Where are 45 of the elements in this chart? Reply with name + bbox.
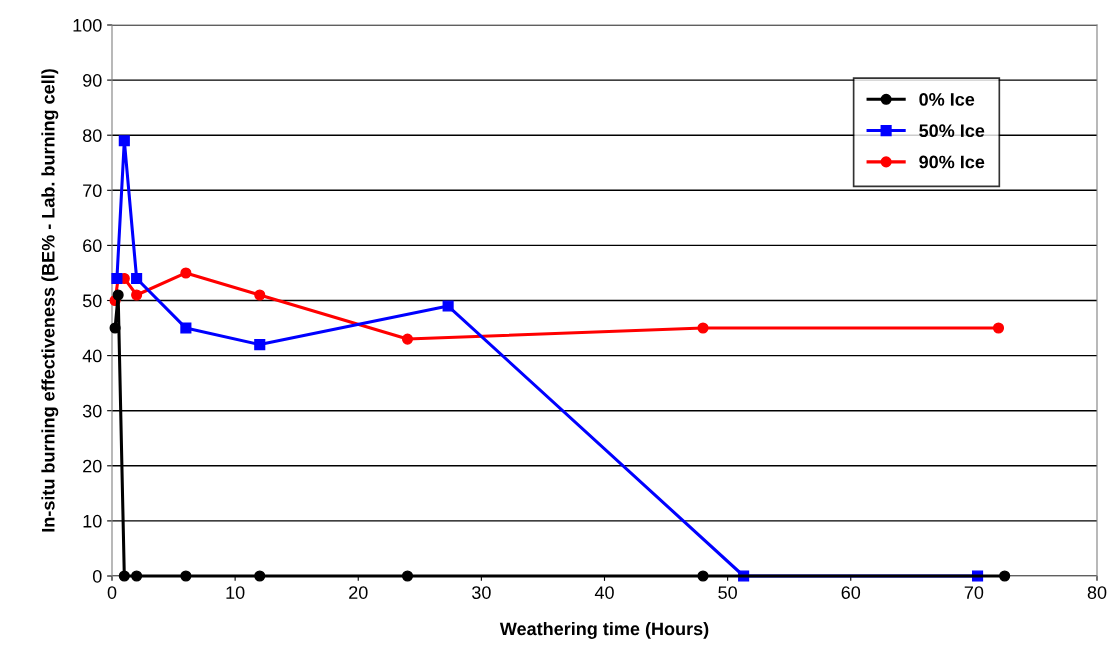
point bbox=[442, 300, 454, 312]
y-tick-label: 40 bbox=[82, 349, 102, 363]
legend-label: 50% Ice bbox=[919, 124, 985, 138]
y-tick-label: 70 bbox=[83, 184, 102, 198]
x-tick-label: 70 bbox=[964, 586, 984, 599]
point bbox=[401, 333, 414, 345]
point bbox=[180, 322, 192, 334]
y-tick-label: 60 bbox=[83, 239, 102, 253]
y-tick-label: 20 bbox=[83, 459, 102, 473]
point bbox=[992, 322, 1005, 334]
point bbox=[112, 289, 124, 301]
point bbox=[131, 570, 143, 582]
point bbox=[254, 570, 266, 582]
point bbox=[697, 322, 709, 334]
y-axis-title: In-situ burning effectiveness (BE% - Lab. burning cell) bbox=[41, 69, 59, 532]
y-tick-label: 10 bbox=[83, 514, 102, 528]
point bbox=[697, 570, 709, 582]
y-tick-label: 0 bbox=[92, 569, 102, 583]
x-tick-label: 40 bbox=[594, 586, 614, 599]
legend-label: 90% Ice bbox=[919, 155, 985, 169]
point bbox=[999, 570, 1011, 582]
point bbox=[180, 267, 192, 279]
x-tick-label: 50 bbox=[718, 586, 737, 599]
x-tick-label: 30 bbox=[472, 586, 491, 599]
point bbox=[109, 322, 121, 334]
x-tick-label: 20 bbox=[349, 586, 368, 599]
point bbox=[401, 570, 414, 582]
x-axis-title: Weathering time (Hours) bbox=[499, 622, 709, 639]
point bbox=[254, 339, 266, 351]
legend-label: 0% Ice bbox=[919, 93, 975, 106]
x-tick-label: 0 bbox=[107, 586, 117, 599]
x-tick-label: 60 bbox=[841, 586, 861, 599]
y-tick-label: 90 bbox=[83, 74, 102, 87]
y-tick-label: 50 bbox=[82, 294, 102, 308]
point bbox=[254, 289, 266, 301]
point bbox=[131, 272, 143, 285]
point bbox=[118, 570, 130, 582]
x-tick-label: 10 bbox=[226, 586, 245, 599]
point bbox=[118, 135, 130, 147]
y-tick-label: 30 bbox=[82, 404, 102, 418]
point bbox=[131, 289, 143, 301]
y-tick-label: 100 bbox=[73, 18, 102, 32]
y-tick-label: 80 bbox=[82, 129, 102, 142]
x-tick-label: 80 bbox=[1087, 586, 1107, 599]
point bbox=[180, 570, 192, 582]
